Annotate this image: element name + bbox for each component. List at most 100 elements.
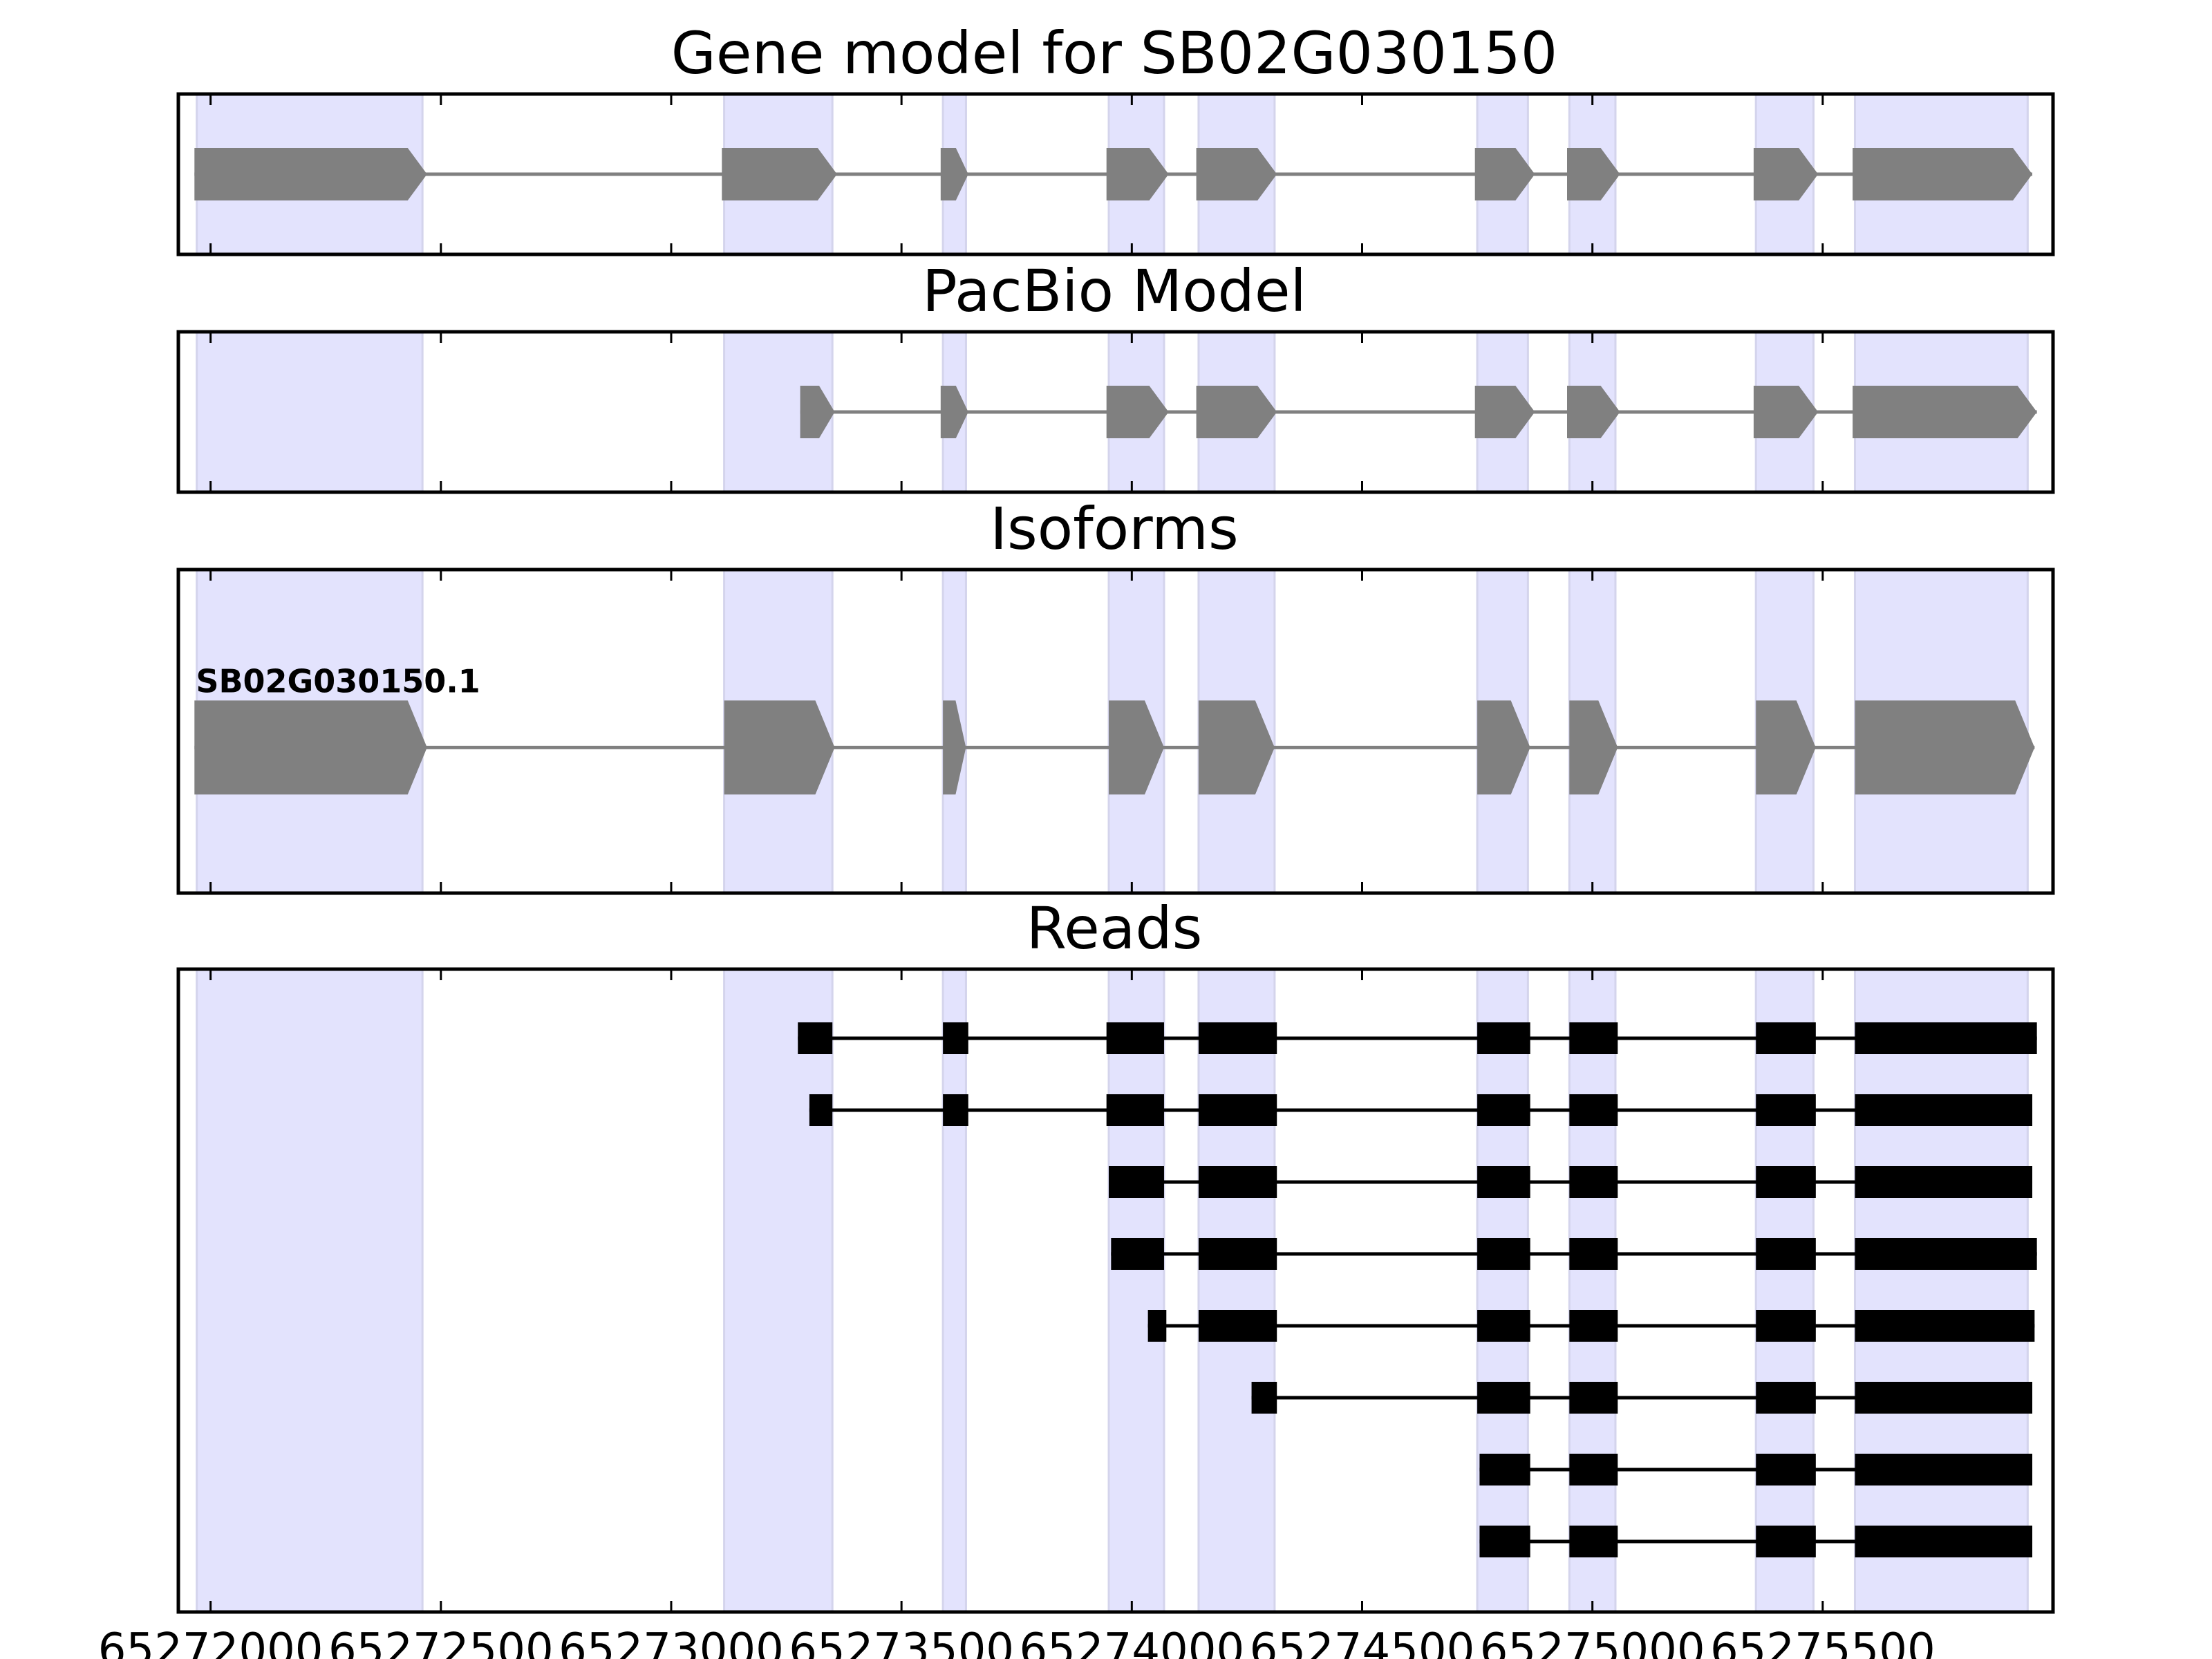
model-0-exon-1: [194, 148, 427, 200]
panel-gene-model: Gene model for SB02G030150: [176, 19, 2055, 256]
read-1-exon-5: [1477, 1022, 1530, 1054]
panel-reads-plot: [176, 967, 2055, 1614]
panel-title-isoforms: Isoforms: [990, 495, 1239, 563]
model-0-exon-7: [1567, 148, 1620, 200]
highlight-region-1: [196, 968, 424, 1613]
model-1-exon-6: [1567, 386, 1620, 438]
panel-isoforms-plot: SB02G030150.1: [176, 568, 2055, 895]
read-8-exon-4: [1855, 1526, 2033, 1557]
model-1-exon-8: [1853, 386, 2037, 438]
isoform-1-exon-1: [194, 700, 427, 795]
read-8-exon-1: [1479, 1526, 1530, 1557]
read-7-exon-2: [1569, 1454, 1618, 1485]
read-1-exon-2: [943, 1022, 968, 1054]
highlight-region-9: [1853, 968, 2029, 1613]
x-tick-label: 65274500: [1250, 1624, 1475, 1659]
read-5-exon-2: [1198, 1310, 1277, 1342]
panel-title-pacbio-model: PacBio Model: [922, 257, 1306, 325]
read-3-exon-4: [1569, 1166, 1618, 1198]
read-3-exon-2: [1198, 1166, 1277, 1198]
x-tick-label: 65272500: [328, 1624, 554, 1659]
highlight-region-6: [1476, 968, 1529, 1613]
isoform-1-exon-7: [1569, 700, 1618, 795]
read-6-exon-4: [1756, 1382, 1816, 1414]
model-0-exon-4: [1106, 148, 1169, 200]
panel-title-reads: Reads: [1027, 894, 1203, 962]
read-2-exon-2: [943, 1094, 968, 1126]
panel-gene-model-plot: [176, 92, 2055, 256]
read-7-exon-4: [1855, 1454, 2033, 1485]
model-1-exon-3: [1106, 386, 1169, 438]
x-tick-label: 65272000: [98, 1624, 324, 1659]
read-1-exon-3: [1106, 1022, 1164, 1054]
isoform-1-exon-8: [1756, 700, 1816, 795]
read-2-exon-1: [809, 1094, 833, 1126]
model-1-exon-5: [1474, 386, 1535, 438]
isoform-1-exon-9: [1855, 700, 2035, 795]
highlight-region-1: [196, 330, 424, 494]
read-4-exon-1: [1111, 1238, 1164, 1270]
read-5-exon-5: [1756, 1310, 1816, 1342]
read-3-exon-6: [1855, 1166, 2033, 1198]
panel-frame: [176, 92, 2055, 256]
highlight-region-3: [941, 968, 967, 1613]
read-6-exon-1: [1251, 1382, 1277, 1414]
highlight-region-5: [1197, 968, 1276, 1613]
model-1-exon-1: [800, 386, 835, 438]
model-0-exon-9: [1853, 148, 2032, 200]
panel-frame: [176, 330, 2055, 494]
panel-frame: [176, 568, 2055, 895]
read-5-exon-4: [1569, 1310, 1618, 1342]
isoform-1-exon-2: [724, 700, 835, 795]
model-0-exon-6: [1474, 148, 1535, 200]
highlight-region-2: [723, 968, 834, 1613]
read-4-exon-2: [1198, 1238, 1277, 1270]
x-tick-label: 65275000: [1480, 1624, 1705, 1659]
read-2-exon-3: [1106, 1094, 1164, 1126]
read-8-exon-3: [1756, 1526, 1816, 1557]
highlight-region-7: [1568, 968, 1617, 1613]
panel-title-gene-model: Gene model for SB02G030150: [671, 19, 1557, 87]
isoform-label: SB02G030150.1: [196, 662, 480, 700]
panel-pacbio-model: PacBio Model: [176, 257, 2055, 494]
isoform-1-exon-5: [1198, 700, 1275, 795]
model-0-exon-5: [1196, 148, 1277, 200]
read-2-exon-5: [1477, 1094, 1530, 1126]
read-4-exon-5: [1756, 1238, 1816, 1270]
read-5-exon-6: [1855, 1310, 2035, 1342]
read-5-exon-1: [1147, 1310, 1167, 1342]
read-7-exon-3: [1756, 1454, 1816, 1485]
x-tick-label: 65273000: [559, 1624, 784, 1659]
read-1-exon-1: [798, 1022, 833, 1054]
highlight-region-4: [1107, 968, 1165, 1613]
model-0-exon-3: [940, 148, 968, 200]
read-8-exon-2: [1569, 1526, 1618, 1557]
panel-pacbio-model-plot: [176, 330, 2055, 494]
read-2-exon-8: [1855, 1094, 2033, 1126]
model-0-exon-2: [722, 148, 837, 200]
read-4-exon-3: [1477, 1238, 1530, 1270]
model-0-exon-8: [1753, 148, 1819, 200]
panel-frame: [176, 967, 2055, 1614]
read-6-exon-2: [1477, 1382, 1530, 1414]
read-1-exon-8: [1855, 1022, 2037, 1054]
isoform-1-exon-3: [943, 700, 966, 795]
x-axis-tick-labels: 65272000 65272500 65273000 65273500 65274000…: [98, 1624, 1936, 1659]
read-7-exon-1: [1479, 1454, 1530, 1485]
read-2-exon-4: [1198, 1094, 1277, 1126]
read-1-exon-4: [1198, 1022, 1277, 1054]
panel-isoforms: Isoforms SB02G030150.1: [176, 495, 2055, 895]
read-4-exon-6: [1855, 1238, 2037, 1270]
read-1-exon-7: [1756, 1022, 1816, 1054]
x-tick-label: 65273500: [789, 1624, 1014, 1659]
x-tick-label: 65275500: [1710, 1624, 1936, 1659]
read-4-exon-4: [1569, 1238, 1618, 1270]
read-3-exon-3: [1477, 1166, 1530, 1198]
read-6-exon-3: [1569, 1382, 1618, 1414]
highlight-region-8: [1754, 968, 1815, 1613]
read-3-exon-1: [1109, 1166, 1164, 1198]
read-6-exon-5: [1855, 1382, 2033, 1414]
isoform-1-exon-6: [1477, 700, 1530, 795]
read-1-exon-6: [1569, 1022, 1618, 1054]
